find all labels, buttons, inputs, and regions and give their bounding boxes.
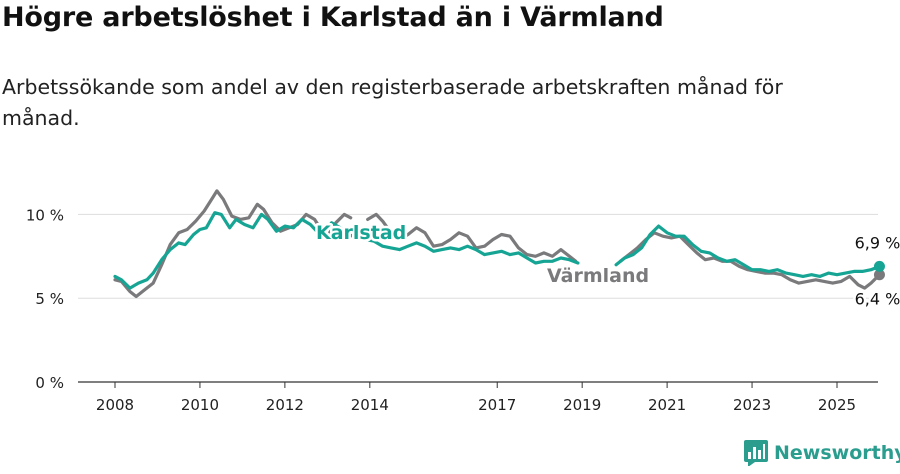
x-tick-label: 2012 [266,396,304,414]
series-line-varmland [618,231,882,290]
x-axis: 2008 2010 2012 2014 2017 2019 2021 2023 2025 [78,381,878,414]
chart-title: Högre arbetslöshet i Karlstad än i Värml… [2,2,664,33]
y-tick-label: 5 % [35,290,64,308]
x-tick-label: 2025 [818,396,856,414]
series-label-varmland: Värmland [547,265,649,287]
x-tick-label: 2010 [181,396,219,414]
y-tick-label: 0 % [35,374,64,392]
x-tick-label: 2023 [733,396,771,414]
x-tick-label: 2017 [478,396,516,414]
x-tick-label: 2021 [648,396,686,414]
newsworthy-brand: Newsworthy [744,440,900,466]
series-label-varmland-halo: Värmland [547,265,649,287]
x-tick-label: 2014 [351,396,389,414]
y-axis-labels: 0 % 5 % 10 % [26,206,64,392]
series-line-karlstad [113,211,580,290]
end-value-label-karlstad: 6,9 % [855,233,900,252]
series-line-karlstad [614,224,882,278]
end-value-label-varmland: 6,4 % [855,290,900,309]
x-tick-label: 2008 [96,396,134,414]
y-tick-label: 10 % [26,206,64,224]
series-line-varmland [366,212,578,263]
series-label-karlstad-halo: Karlstad [316,222,406,244]
x-tick-label: 2019 [563,396,601,414]
end-value-label-varmland-halo: 6,4 % [855,290,900,309]
end-value-label-karlstad-halo: 6,9 % [855,233,900,252]
chart-subtitle: Arbetssökande som andel av den registerb… [2,75,783,130]
grid-lines [78,213,878,299]
end-point-karlstad [873,260,885,272]
series-label-karlstad: Karlstad [316,222,406,244]
series-line-varmland [113,189,353,299]
series-lines [113,189,885,299]
bar-chart-logo-icon [744,440,768,466]
brand-name: Newsworthy [774,442,900,464]
end-point-varmland [873,269,885,281]
